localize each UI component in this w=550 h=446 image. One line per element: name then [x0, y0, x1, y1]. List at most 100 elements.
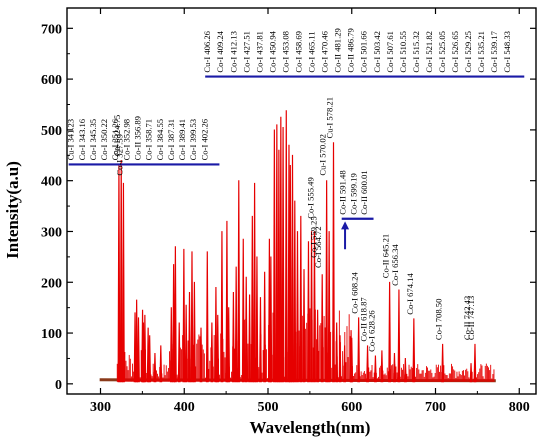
spectrum-peak — [293, 200, 297, 383]
group-mid-label: Co-II 600.01 — [359, 170, 369, 214]
group-mid-label: Co-II 591.48 — [338, 170, 348, 214]
group-top-label: Co-I 507.61 — [385, 31, 395, 73]
group-top-label: Co-I 521.82 — [424, 31, 434, 73]
group-top-label: Co-II 486.79 — [346, 28, 356, 72]
spectrum-peak — [412, 318, 416, 383]
spectrum-peak — [275, 124, 279, 383]
spectrum-peak — [172, 264, 176, 383]
group-top-label: Co-I 548.33 — [502, 31, 512, 73]
peak-label: Co-I 708.50 — [434, 299, 444, 341]
peak-label: Co-I 608.24 — [350, 272, 360, 314]
group-left-label: Co-I 345.35 — [88, 119, 98, 161]
spectrum-peak — [119, 159, 123, 383]
group-top-label: Co-I 427.51 — [241, 31, 251, 73]
spectrum-peak — [135, 299, 139, 383]
plot-area — [99, 110, 496, 383]
spectrum-peak — [357, 317, 361, 383]
spectrum-peak — [148, 335, 152, 383]
group-left-label: Co-I 399.53 — [188, 119, 198, 161]
group-left-label: Cu-I 341.23 — [66, 119, 76, 161]
spectrum-peak — [403, 358, 407, 383]
spectrum-peak — [193, 281, 196, 383]
group-top-label: Co-I 503.42 — [372, 31, 382, 73]
y-tick-label: 0 — [55, 378, 62, 393]
group-left-label: Co-I 343.16 — [77, 118, 87, 160]
y-tick-label: 700 — [41, 22, 62, 37]
group-left-label: Co-I 384.55 — [155, 119, 165, 161]
group-left-label: Co-I 402.26 — [199, 118, 209, 160]
spectrum-peak — [169, 307, 173, 383]
spectrum-peak — [214, 286, 218, 383]
y-tick-label: 300 — [41, 225, 62, 240]
peak-label: Co-I 559.25 — [309, 216, 319, 258]
peak-label: Co-I 327.39 — [114, 134, 124, 176]
spectrum-peaks — [117, 110, 477, 383]
peak-label: Co-I 564.72 — [313, 226, 323, 268]
group-top-label: Co-I 525.05 — [437, 31, 447, 73]
spectrum-peak — [227, 307, 231, 383]
group-top-label: Co-I 501.66 — [359, 30, 369, 72]
group-left-label: Co-I 358.71 — [144, 119, 154, 161]
spectrum-peak — [244, 276, 248, 383]
y-tick-label: 100 — [41, 327, 62, 342]
spectrum-peak — [296, 231, 299, 383]
spectrum-peak — [237, 180, 241, 383]
x-axis-title: Wavelength(nm) — [250, 418, 371, 437]
group-top-label: Co-I 437.81 — [254, 31, 264, 73]
spectrum-peak — [469, 363, 473, 383]
spectrum-peak — [343, 345, 347, 383]
spectrum-peak — [184, 304, 188, 383]
spectrum-peak — [225, 220, 229, 383]
spectrum-peak — [143, 314, 147, 383]
spectrum-peak — [210, 322, 214, 383]
peak-label: Cu-I 570.02 — [318, 134, 328, 176]
peak-label: Co-II 742.43 — [462, 296, 472, 340]
x-tick-label: 300 — [90, 400, 111, 415]
spectrum-peak — [250, 215, 254, 383]
spectrum-peak — [159, 345, 163, 383]
group-left-label: Co-I 350.22 — [99, 119, 109, 161]
spectrum-peak — [313, 231, 316, 383]
spectrum-peak — [122, 182, 125, 383]
spectrum-peak — [320, 274, 324, 383]
group-left-label: Co-I 389.41 — [177, 119, 187, 161]
spectrum-peak — [190, 251, 194, 383]
group-top-label: Co-I 529.25 — [463, 31, 473, 73]
group-top-label: Co-I 535.21 — [476, 31, 486, 73]
spectrum-peak — [199, 327, 203, 383]
spectrum-peak — [325, 180, 329, 383]
spectrum-peak — [332, 142, 335, 383]
y-tick-label: 500 — [41, 124, 62, 139]
spectrum-peak — [350, 337, 354, 383]
spectrum-peak — [388, 281, 391, 383]
peak-label: Cu-I 324.75 — [112, 115, 122, 157]
y-axis-title: Intensity(a.u) — [3, 161, 22, 259]
group-top-label: Co-I 450.94 — [267, 30, 277, 72]
spectrum-peak — [182, 248, 186, 383]
spectrum-peak — [374, 355, 377, 383]
peak-label: Co-I 628.26 — [366, 310, 376, 352]
spectrum-peak — [302, 269, 306, 383]
group-top-label: Co-I 539.17 — [489, 30, 499, 72]
y-tick-label: 400 — [41, 175, 62, 190]
group-top-label: Co-I 453.08 — [280, 31, 290, 73]
group-mid-arrowhead — [341, 221, 350, 230]
spectrum-peak — [137, 317, 140, 383]
spectrum-peak — [288, 165, 292, 383]
spectrum-peak — [232, 292, 235, 383]
group-top-label: Co-II 481.29 — [333, 28, 343, 72]
spectrum-peak — [220, 231, 224, 383]
peak-label: Co-I 656.34 — [390, 244, 400, 286]
y-tick-label: 600 — [41, 73, 62, 88]
group-top-label: Co-I 510.55 — [398, 31, 408, 73]
spectrum-peak — [255, 256, 259, 383]
spectrum-peak — [188, 292, 191, 383]
spectrum-peak — [173, 246, 177, 383]
y-tick-label: 200 — [41, 276, 62, 291]
spectrum-peak — [310, 231, 313, 383]
axes: 300 400 500 600 700 800 0 100 200 300 400 500 600 700 — [41, 7, 537, 415]
spectrum-peak — [335, 322, 339, 383]
spectrum-peak — [263, 271, 267, 383]
spectrum-peak — [259, 297, 262, 383]
peak-annotations: Cu-I 341.23 Co-I 343.16 Co-I 345.35 Co-I 35… — [66, 28, 525, 352]
